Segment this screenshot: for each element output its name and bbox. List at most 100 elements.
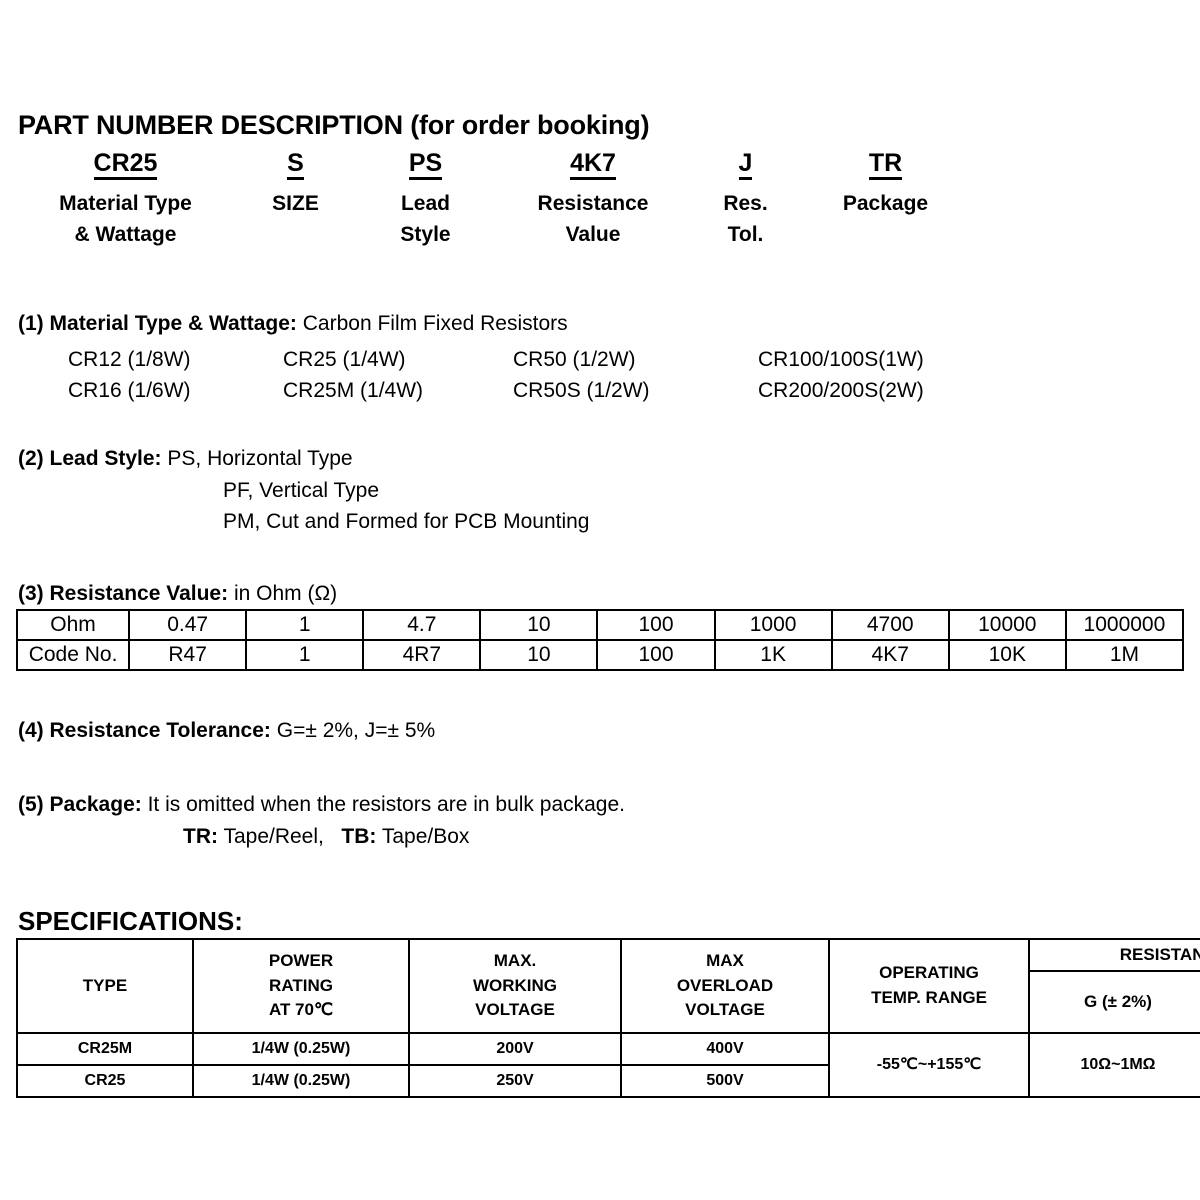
rv-ohm-cell: 1000000 (1064, 609, 1185, 641)
part-number-description-title: PART NUMBER DESCRIPTION (for order booki… (18, 110, 650, 140)
part-number-label-tolerance-l2: Tol. (727, 222, 764, 246)
lead-style-line-2: PF, Vertical Type (223, 478, 380, 502)
spec-header-mov-l1: MAX (706, 951, 744, 971)
spec-header-mwv-l2: WORKING (472, 975, 558, 995)
rv-code-cell: R47 (128, 639, 248, 671)
spec-cell-max-working-voltage: 200V (408, 1032, 622, 1066)
material-type-row: CR16 (1/6W) CR25M (1/4W) CR50S (1/2W) CR… (68, 375, 1018, 407)
rv-code-cell: 1 (245, 639, 365, 671)
rv-code-cell: 4K7 (830, 639, 950, 671)
section-package: (5) Package: It is omitted when the resi… (18, 789, 625, 852)
section3-value: in Ohm (Ω) (233, 582, 338, 605)
table-row: CR25M 1/4W (0.25W) 200V 400V -55℃~+155℃ … (16, 1032, 1200, 1098)
spec-cell-range-g: 10Ω~1MΩ (1028, 1032, 1200, 1098)
specifications-title: SPECIFICATIONS: (18, 906, 243, 936)
package-codes-line: TR: Tape/Reel, TB: Tape/Box (18, 821, 625, 853)
part-number-breakdown: CR25 S PS 4K7 J TR Material Type & Watta… (18, 150, 978, 250)
part-number-code-cell: S (233, 150, 358, 181)
spec-header-row: TYPE POWER RATING AT 70℃ MAX. WORKING VO… (16, 938, 1200, 1034)
section-material-type: (1) Material Type & Wattage: Carbon Film… (18, 308, 1018, 407)
spec-header-type: TYPE (16, 938, 194, 1034)
part-number-label-resistance-l1: Resistance (537, 192, 649, 216)
spec-header-range-g: G (± 2%) (1028, 970, 1200, 1034)
section3-number: (3) (18, 582, 44, 605)
table-row: CR25 1/4W (0.25W) 250V 500V (16, 1064, 1200, 1098)
spec-header-mwv-l1: MAX. (493, 951, 537, 971)
spec-header-power-rating-l2: RATING (269, 975, 333, 995)
rv-code-cell: 10K (947, 639, 1067, 671)
part-number-label-size-l1: SIZE (272, 192, 319, 216)
spec-header-power-rating-l1: POWER (268, 951, 334, 971)
material-type-row: CR12 (1/8W) CR25 (1/4W) CR50 (1/2W) CR10… (68, 344, 1018, 376)
lead-style-line-1: PS, Horizontal Type (167, 447, 353, 470)
rv-row-header-ohm: Ohm (15, 609, 131, 641)
section-resistance-value: (3) Resistance Value: in Ohm (Ω) (18, 578, 337, 610)
spec-header-subrow: G (± 2%) J (± 5%) (17, 970, 1200, 1034)
material-type-item: CR100/100S(1W) (758, 347, 924, 371)
spec-cell-power-rating: 1/4W (0.25W) (192, 1064, 410, 1098)
part-number-code-package: TR (868, 150, 903, 181)
spec-header-operating-temp-range: OPERATING TEMP. RANGE (828, 938, 1030, 1034)
part-number-label-cell: SIZE (233, 189, 358, 219)
section2-number: (2) (18, 447, 44, 470)
rv-code-cell: 1K (713, 639, 833, 671)
part-number-code-cell: CR25 (18, 150, 233, 181)
part-number-label-resistance-l2: Value (565, 222, 621, 246)
rv-ohm-cell: 10000 (947, 609, 1067, 641)
section1-number: (1) (18, 312, 44, 335)
part-number-label-cell: Res. Tol. (693, 189, 798, 250)
spec-header-max-working-voltage: MAX. WORKING VOLTAGE (408, 938, 622, 1034)
section4-heading: Resistance Tolerance: (49, 719, 271, 742)
part-number-label-lead-l2: Style (400, 222, 451, 246)
spec-cell-operating-temp-range: -55℃~+155℃ (828, 1032, 1030, 1098)
spec-header-mov-l2: OVERLOAD (676, 975, 774, 995)
rv-ohm-cell: 4700 (830, 609, 950, 641)
rv-ohm-cell: 10 (479, 609, 599, 641)
material-type-item: CR12 (1/8W) (68, 347, 191, 371)
section5-heading: Package: (49, 793, 142, 816)
material-type-item: CR16 (1/6W) (68, 379, 191, 402)
part-number-label-material-l2: & Wattage (74, 222, 177, 246)
material-type-item: CR50S (1/2W) (513, 379, 650, 402)
part-number-code-cell: 4K7 (493, 150, 693, 181)
part-number-code-size: S (287, 150, 304, 181)
section3-heading: Resistance Value: (49, 582, 229, 605)
spec-cell-type: CR25 (16, 1064, 194, 1098)
material-type-item: CR25 (1/4W) (283, 347, 406, 371)
section-lead-style: (2) Lead Style: PS, Horizontal Type PF, … (18, 443, 590, 538)
rv-ohm-cell: 0.47 (128, 609, 248, 641)
section4-value: G=± 2%, J=± 5% (276, 719, 436, 742)
section1-value: Carbon Film Fixed Resistors (302, 312, 568, 335)
rv-ohm-cell: 4.7 (362, 609, 482, 641)
part-number-label-cell: Material Type & Wattage (18, 189, 233, 250)
spec-cell-max-overload-voltage: 400V (620, 1032, 830, 1066)
spec-cell-power-rating: 1/4W (0.25W) (192, 1032, 410, 1066)
rv-code-cell: 100 (596, 639, 716, 671)
section2-heading: Lead Style: (49, 447, 162, 470)
part-number-label-cell: Lead Style (358, 189, 493, 250)
spec-header-mwv-l3: VOLTAGE (475, 1000, 555, 1020)
material-type-list: CR12 (1/8W) CR25 (1/4W) CR50 (1/2W) CR10… (18, 344, 1018, 407)
spec-header-max-overload-voltage: MAX OVERLOAD VOLTAGE (620, 938, 830, 1034)
table-row: Code No. R47 1 4R7 10 100 1K 4K7 10K 1M (15, 639, 1185, 671)
part-number-code-material: CR25 (93, 150, 158, 181)
rv-ohm-cell: 100 (596, 609, 716, 641)
part-number-label-row: Material Type & Wattage SIZE Lead Style … (18, 189, 978, 250)
part-number-label-tolerance-l1: Res. (723, 192, 768, 216)
spec-header-otr-l1: OPERATING (879, 963, 979, 983)
section1-heading: Material Type & Wattage: (49, 312, 297, 335)
rv-row-header-code: Code No. (15, 639, 131, 671)
spec-header-power-rating-l3: AT 70℃ (268, 1000, 334, 1020)
spec-cell-type: CR25M (16, 1032, 194, 1066)
part-number-code-row: CR25 S PS 4K7 J TR (18, 150, 978, 181)
spec-header-resistance-range: RESISTANCE RANGE (1028, 938, 1200, 972)
part-number-label-cell: Package (798, 189, 973, 219)
lead-style-line-3: PM, Cut and Formed for PCB Mounting (223, 510, 590, 533)
specifications-table: TYPE POWER RATING AT 70℃ MAX. WORKING VO… (16, 938, 1200, 1098)
spec-cell-max-working-voltage: 250V (408, 1064, 622, 1098)
material-type-item: CR200/200S(2W) (758, 379, 924, 402)
part-number-code-cell: TR (798, 150, 973, 181)
section5-value: It is omitted when the resistors are in … (147, 793, 625, 816)
part-number-code-tolerance: J (738, 150, 753, 181)
